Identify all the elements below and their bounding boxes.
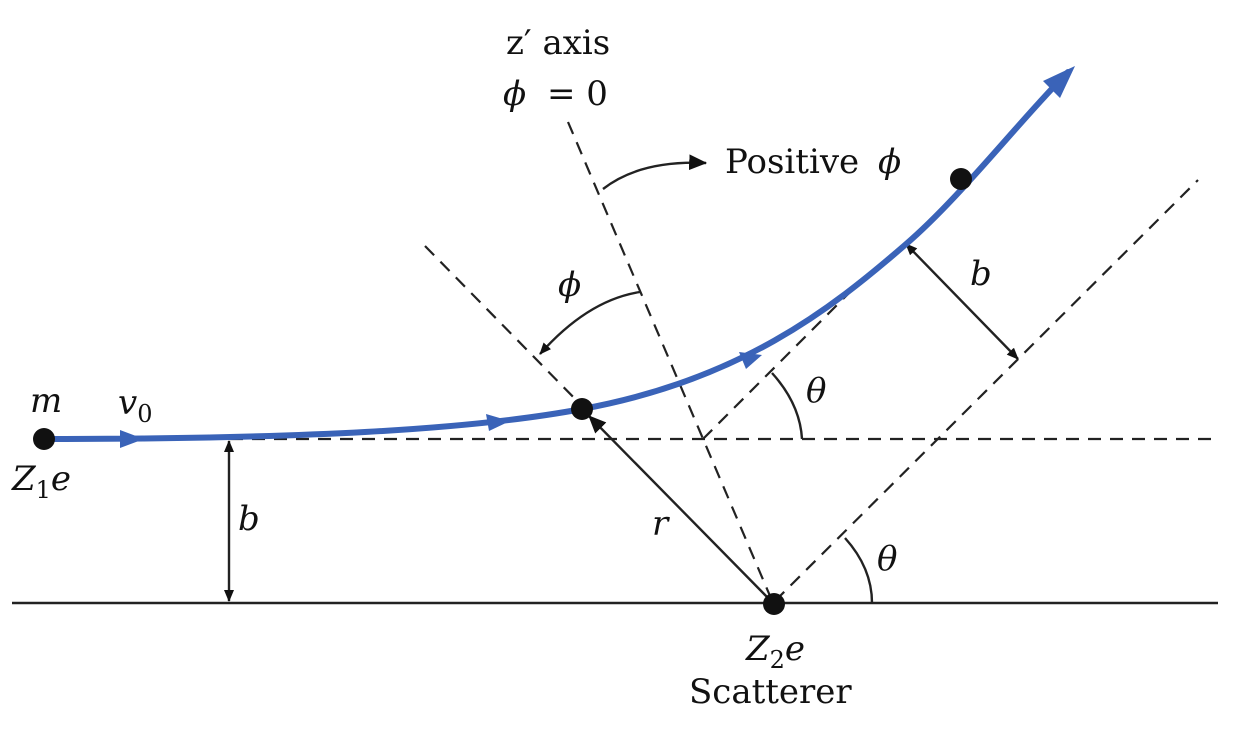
projectile-current-dot bbox=[571, 398, 593, 420]
positive-phi-arrow bbox=[602, 154, 708, 190]
mass-label: m bbox=[30, 381, 62, 421]
positive-phi-label: Positive ϕ bbox=[725, 142, 901, 182]
impact-parameter-right-label: b bbox=[970, 254, 992, 294]
projectile-charge-label: Z1e bbox=[11, 459, 71, 504]
radius-label: r bbox=[652, 504, 670, 544]
phi-angle-label: ϕ bbox=[558, 265, 581, 305]
projectile-initial-dot bbox=[33, 428, 55, 450]
particle-position-line bbox=[424, 245, 586, 410]
scatterer-dot bbox=[763, 593, 785, 615]
phi-angle-arc bbox=[539, 290, 641, 355]
scatterer-charge-label: Z2e bbox=[745, 629, 805, 674]
radius-vector-arrow bbox=[588, 415, 772, 602]
phi-zero-label: ϕ = 0 bbox=[503, 74, 608, 114]
outgoing-asymptote-line bbox=[702, 281, 861, 440]
theta-upper-arc bbox=[771, 372, 804, 440]
trajectory-end-arrow bbox=[1043, 66, 1075, 98]
impact-parameter-right-arrow bbox=[905, 243, 1019, 360]
velocity-label: v0 bbox=[118, 383, 153, 428]
particle-trajectory bbox=[41, 69, 1071, 442]
theta-lower-label: θ bbox=[877, 539, 897, 579]
scatterer-name-label: Scatterer bbox=[689, 672, 852, 712]
trajectory-direction-arrow bbox=[120, 430, 144, 448]
projectile-outgoing-dot bbox=[950, 168, 972, 190]
theta-upper-label: θ bbox=[806, 371, 826, 411]
impact-parameter-left-label: b bbox=[238, 499, 260, 539]
trajectory-direction-arrow bbox=[486, 414, 510, 431]
z-prime-axis-label: z′ axis bbox=[506, 23, 610, 63]
theta-lower-arc bbox=[844, 537, 874, 604]
trajectory-direction-arrow bbox=[739, 352, 762, 369]
z-prime-axis-line bbox=[566, 121, 775, 604]
scatterer-parallel-line bbox=[774, 179, 1199, 602]
